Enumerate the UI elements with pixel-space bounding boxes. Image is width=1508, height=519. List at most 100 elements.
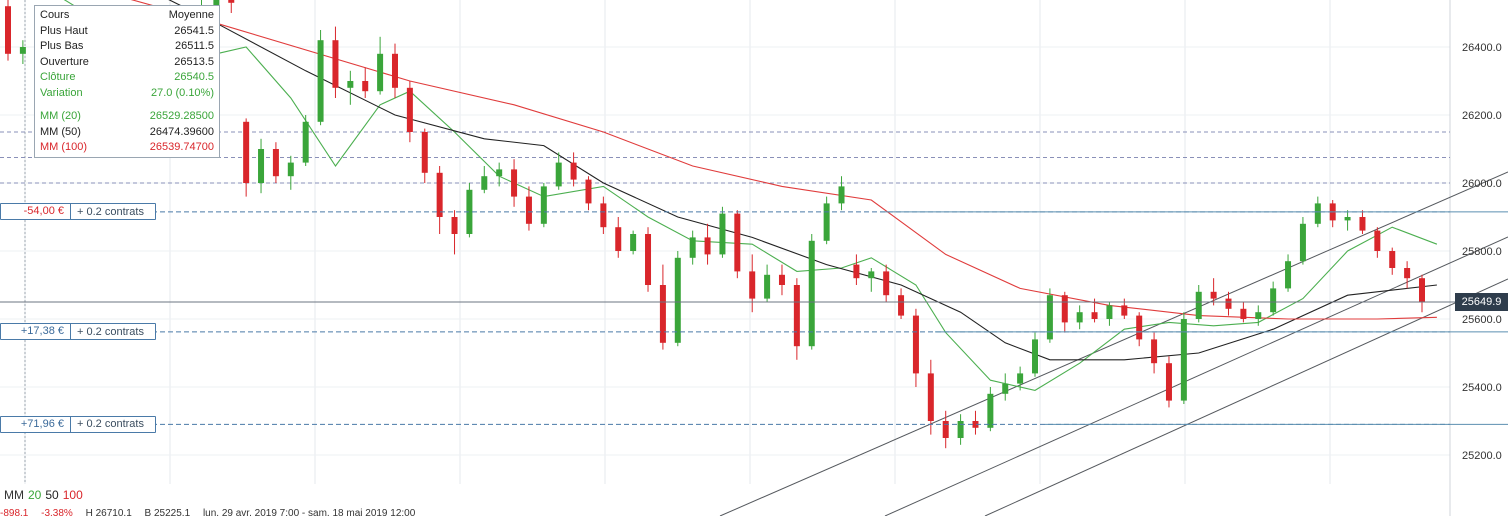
legend-ma20[interactable]: 20: [28, 488, 42, 502]
candle-body: [570, 162, 577, 180]
tooltip-value-close: 26540.5: [174, 71, 214, 83]
tooltip-value-high: 26541.5: [174, 24, 214, 37]
footer-low: B 25225.1: [144, 508, 191, 519]
ma-line-50: [168, 0, 1437, 361]
candle: [436, 166, 443, 234]
tooltip-label-ma100: MM (100): [40, 141, 88, 153]
candle-body: [689, 237, 696, 258]
candle-body: [1151, 339, 1158, 364]
order-label[interactable]: +71,96 € + 0.2 contrats: [0, 415, 156, 433]
candle: [1180, 312, 1187, 404]
candle: [1165, 356, 1172, 408]
candle-body: [912, 315, 919, 374]
candle: [585, 176, 592, 211]
candle: [778, 264, 785, 296]
candle: [868, 268, 875, 292]
candle-body: [1344, 217, 1351, 221]
candle: [362, 67, 369, 98]
candle: [525, 186, 532, 231]
candle-body: [600, 203, 607, 228]
order-label[interactable]: +17,38 € + 0.2 contrats: [0, 323, 156, 341]
candle: [466, 183, 473, 238]
legend-prefix: MM: [4, 488, 24, 502]
candle-body: [525, 196, 532, 224]
candle-body: [704, 237, 711, 255]
y-tick-label: 25200.0: [1462, 450, 1502, 462]
candle-body: [317, 40, 324, 122]
y-tick-label: 25600.0: [1462, 314, 1502, 326]
candle: [421, 128, 428, 183]
candle-body: [1165, 363, 1172, 401]
candle: [481, 166, 488, 194]
candle-body: [749, 271, 756, 299]
legend-ma100[interactable]: 100: [62, 488, 83, 502]
candle-body: [823, 203, 830, 241]
candle: [793, 278, 800, 360]
candle: [898, 288, 905, 319]
order-pnl: +17,38 €: [1, 324, 71, 340]
candle-body: [987, 393, 994, 428]
candle: [1225, 291, 1232, 316]
footer-change: -898.1: [0, 508, 29, 519]
candle-body: [1285, 261, 1292, 289]
y-tick-label: 26200.0: [1462, 110, 1502, 122]
tooltip-value-low: 26511.5: [175, 40, 214, 52]
candle-body: [406, 87, 413, 132]
order-label[interactable]: -54,00 € + 0.2 contrats: [0, 203, 156, 221]
candle: [258, 138, 265, 194]
candle-body: [511, 169, 518, 197]
candle-body: [1419, 278, 1425, 302]
candle-body: [1032, 339, 1039, 374]
candle-body: [436, 172, 443, 217]
candle: [570, 152, 577, 187]
candle: [823, 196, 830, 245]
candle-body: [272, 149, 279, 177]
candle: [1061, 291, 1068, 333]
candle: [287, 155, 294, 190]
footer-pct: -3.38%: [41, 508, 73, 519]
tooltip-value-ma20: 26529.28500: [149, 110, 214, 122]
candle-body: [585, 179, 592, 204]
candle-body: [1389, 251, 1396, 268]
candle-body: [391, 53, 398, 88]
candle: [1017, 366, 1024, 391]
candle: [749, 254, 756, 313]
candle: [19, 40, 26, 64]
trend-line: [984, 278, 1508, 516]
candle-body: [555, 162, 562, 187]
candle-body: [615, 227, 622, 251]
candle: [912, 308, 919, 387]
legend-ma50[interactable]: 50: [45, 488, 59, 502]
candle: [1404, 261, 1411, 289]
candle-body: [1240, 308, 1247, 319]
candle: [272, 142, 279, 183]
candle-body: [5, 6, 11, 54]
candle-body: [213, 0, 220, 7]
order-pnl: -54,00 €: [1, 204, 71, 220]
tooltip-header-right: Moyenne: [168, 9, 214, 21]
candle: [734, 210, 741, 279]
candle: [1299, 217, 1306, 265]
trend-line: [884, 236, 1508, 516]
candle-body: [1180, 319, 1187, 401]
y-tick-label: 25400.0: [1462, 382, 1502, 394]
candle: [927, 359, 934, 435]
candle-body: [808, 240, 815, 347]
candle-body: [496, 169, 503, 177]
order-lines: [0, 211, 1508, 425]
candle: [1106, 302, 1113, 326]
candle: [1419, 274, 1425, 313]
candle-body: [1270, 288, 1277, 313]
candle: [1359, 210, 1366, 234]
candle: [853, 254, 860, 285]
candle-body: [1076, 312, 1083, 323]
candle: [615, 217, 622, 258]
candle: [719, 206, 726, 258]
candle: [377, 36, 384, 95]
order-pnl: +71,96 €: [1, 416, 71, 432]
candle: [1151, 332, 1158, 374]
candle-body: [466, 189, 473, 234]
footer-range: lun. 29 avr. 2019 7:00 - sam. 18 mai 201…: [202, 508, 416, 519]
candle-body: [1136, 315, 1143, 340]
